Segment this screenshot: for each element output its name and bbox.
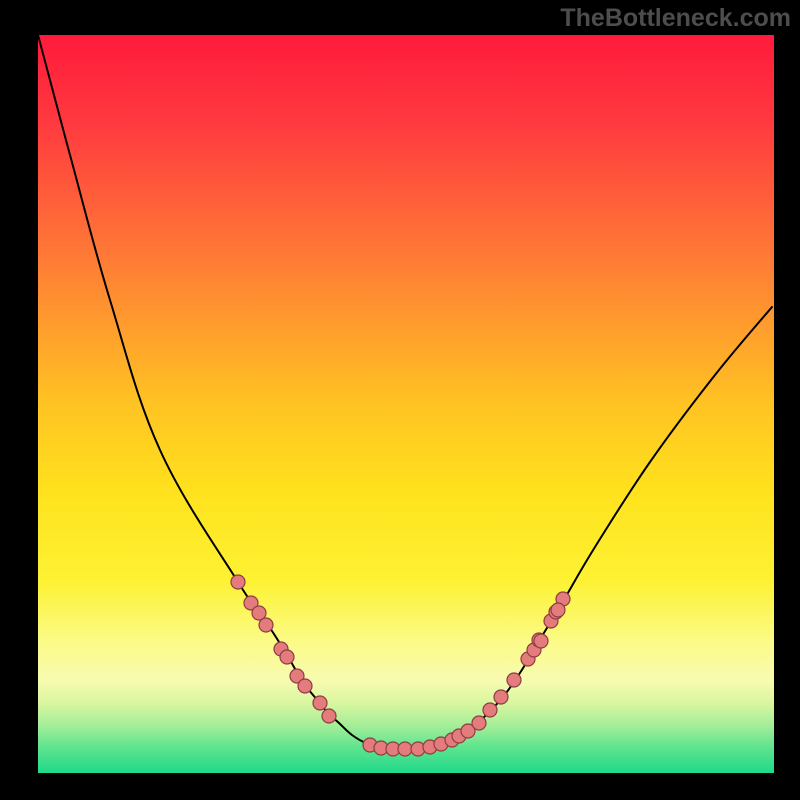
chart-stage: TheBottleneck.com (0, 0, 800, 800)
plot-area (38, 35, 774, 773)
watermark-text: TheBottleneck.com (560, 4, 791, 33)
